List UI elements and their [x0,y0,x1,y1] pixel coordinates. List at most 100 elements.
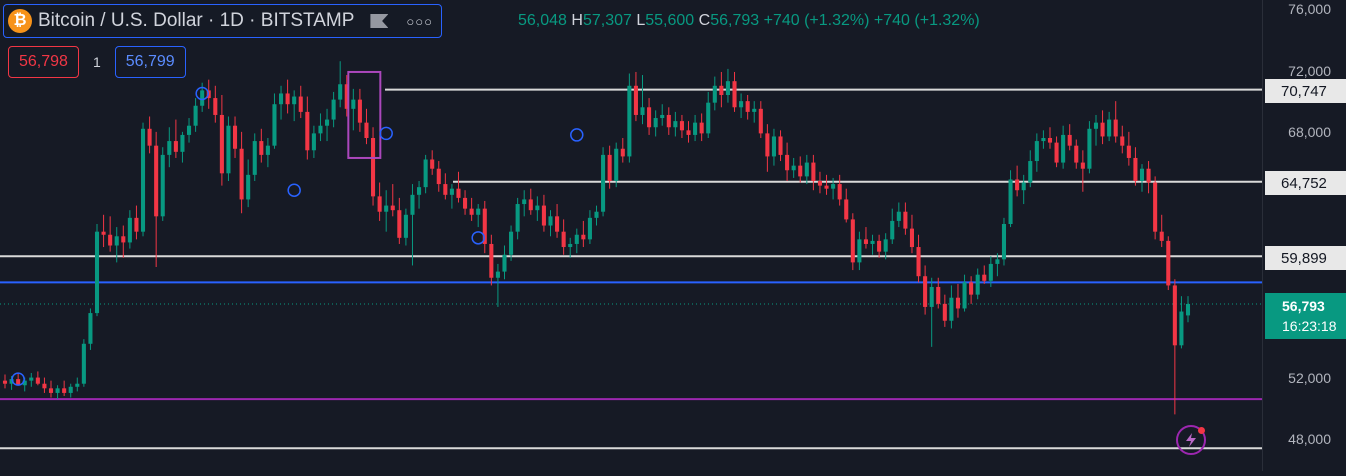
candle-body [2,380,8,384]
candle-body [745,101,750,112]
candle-body [739,101,744,108]
candle-body [35,377,40,384]
candle-body [883,239,888,252]
candle-body [252,141,257,175]
axis-tick: 52,000 [1288,370,1331,386]
current-price: 56,793 [1282,298,1325,314]
candle-body [995,259,1000,264]
candle-body [1179,311,1184,346]
high-key: H [571,12,583,29]
price-label-70747: 70,747 [1265,79,1346,103]
candle-body [456,188,461,198]
candle-body [423,159,428,188]
candle-body [1080,162,1085,169]
candle-body [515,204,520,232]
candle-body [147,128,152,146]
axis-tick: 76,000 [1288,1,1331,17]
candle-body [627,85,632,157]
candle-body [982,274,987,281]
candle-body [620,148,625,157]
candle-body [443,184,448,195]
lightning-icon [1186,433,1196,447]
candle-body [1166,240,1171,286]
candle-body [962,282,967,309]
candle-body [640,107,645,115]
candle-body [587,217,592,240]
price-label-64752: 64,752 [1265,171,1346,195]
candle-body [535,205,540,211]
candle-body [200,90,205,106]
candle-body [1021,182,1026,191]
candle-body [298,96,303,112]
marker-circle [471,231,485,245]
candle-body [679,121,684,131]
candle-body [226,125,231,174]
candle-body [364,122,369,138]
candle-body [246,174,251,200]
candle-body [719,85,724,95]
candle-body [877,240,882,252]
candle-body [134,217,139,232]
candle-body [890,220,895,240]
candle-body [1120,136,1125,146]
candlestick-chart[interactable] [0,0,1262,471]
candle-body [660,114,665,119]
candle-body [305,111,310,151]
marker-circle [11,372,25,386]
candle-body [955,297,961,309]
candle-body [798,165,803,177]
candle-body [614,148,619,181]
axis-tick: 72,000 [1288,63,1331,79]
candle-body [1093,122,1099,129]
candle-body [1159,231,1164,241]
flag-icon[interactable] [370,14,389,28]
buy-button[interactable]: 56,799 [114,46,186,78]
candle-body [923,276,928,307]
candle-body [42,383,47,389]
symbol-title: Bitcoin / U.S. Dollar · 1D · BITSTAMP [38,10,355,31]
symbol-info-box[interactable]: ₿ Bitcoin / U.S. Dollar · 1D · BITSTAMP … [3,4,442,38]
candle-body [232,125,238,149]
chart-plot-area[interactable] [0,0,1262,471]
candle-body [936,286,941,304]
candle-body [594,211,599,218]
candle-body [390,205,395,211]
bar-countdown: 16:23:18 [1282,318,1337,334]
more-dots-icon[interactable]: ○○○ [406,13,433,29]
candle-body [1139,168,1145,181]
candle-body [831,184,836,189]
sell-button[interactable]: 56,798 [8,46,79,78]
candle-body [568,243,573,248]
candle-body [180,134,185,152]
price-label-59899: 59,899 [1265,246,1346,270]
candle-body [988,263,993,281]
candle-body [338,84,343,100]
quantity[interactable]: 1 [92,54,101,70]
trade-buttons: 56,798 1 56,799 [8,46,186,78]
candle-body [186,125,192,135]
price-axis[interactable]: 76,000 72,000 68,000 52,000 48,000 70,74… [1262,0,1346,471]
candle-body [272,104,277,146]
candle-body [167,141,172,155]
candle-body [870,240,875,244]
candle-body [469,208,474,215]
candle-body [29,377,34,381]
candle-body [292,96,297,105]
lightning-alert-button[interactable] [1176,425,1206,455]
highlight-box [347,70,382,159]
candle-body [154,145,159,217]
ohlc-legend: 56,048 H57,307 L55,600 C56,793 +740 (+1.… [518,12,980,30]
close-key: C [698,12,711,29]
candle-body [1054,142,1059,163]
candle-body [1001,224,1007,260]
candle-body [725,81,730,95]
candle-body [647,107,652,128]
candle-body [377,196,382,212]
candle-body [732,81,737,108]
candle-body [706,102,711,134]
candle-body [607,154,612,181]
candle-body [384,205,389,212]
candle-body [1028,161,1033,183]
candle-body [430,159,435,169]
candle-body [686,130,691,135]
